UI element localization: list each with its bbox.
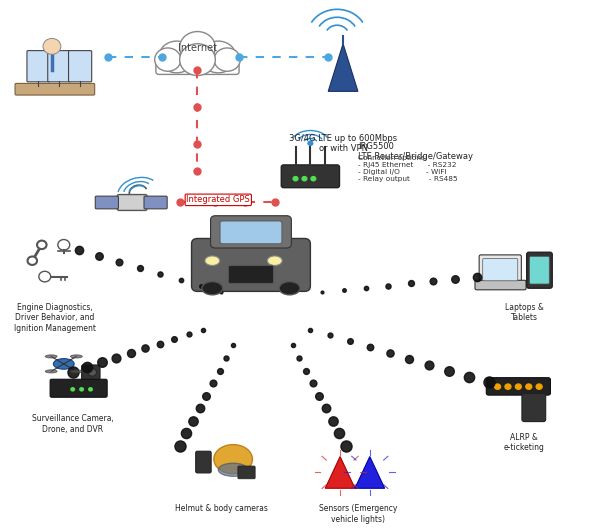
- Text: IRG5500
LTE Router/Bridge/Gateway: IRG5500 LTE Router/Bridge/Gateway: [358, 142, 473, 161]
- Ellipse shape: [70, 370, 82, 373]
- FancyBboxPatch shape: [530, 256, 549, 284]
- FancyBboxPatch shape: [96, 196, 118, 209]
- Circle shape: [39, 271, 51, 282]
- Text: Helmut & body cameras: Helmut & body cameras: [175, 504, 267, 513]
- Polygon shape: [328, 44, 358, 92]
- FancyBboxPatch shape: [487, 378, 550, 395]
- FancyBboxPatch shape: [479, 255, 521, 284]
- FancyBboxPatch shape: [156, 54, 239, 74]
- Text: 3G/4G LTE up to 600Mbps
or with VPN: 3G/4G LTE up to 600Mbps or with VPN: [289, 134, 397, 153]
- FancyBboxPatch shape: [192, 238, 310, 292]
- Circle shape: [515, 384, 521, 389]
- FancyBboxPatch shape: [27, 51, 50, 82]
- FancyBboxPatch shape: [475, 280, 526, 290]
- Ellipse shape: [279, 281, 300, 295]
- Circle shape: [80, 388, 84, 391]
- Ellipse shape: [53, 359, 74, 369]
- Ellipse shape: [219, 463, 248, 476]
- Circle shape: [27, 256, 37, 265]
- FancyBboxPatch shape: [117, 195, 147, 211]
- Circle shape: [293, 177, 298, 181]
- Circle shape: [214, 48, 240, 71]
- FancyBboxPatch shape: [196, 451, 211, 473]
- Ellipse shape: [205, 256, 220, 265]
- Circle shape: [311, 177, 316, 181]
- FancyBboxPatch shape: [15, 84, 95, 95]
- Circle shape: [201, 41, 236, 73]
- Text: ALRP &
e-ticketing: ALRP & e-ticketing: [504, 433, 544, 452]
- Circle shape: [536, 384, 542, 389]
- Circle shape: [302, 177, 307, 181]
- FancyBboxPatch shape: [483, 259, 518, 281]
- Text: Internet: Internet: [178, 43, 217, 53]
- Text: Engine Diagnostics,
Driver Behavior, and
Ignition Management: Engine Diagnostics, Driver Behavior, and…: [14, 303, 96, 333]
- Circle shape: [89, 388, 93, 391]
- Ellipse shape: [267, 256, 282, 265]
- FancyBboxPatch shape: [48, 51, 71, 82]
- Circle shape: [155, 48, 181, 71]
- Circle shape: [58, 239, 70, 250]
- FancyBboxPatch shape: [220, 221, 282, 244]
- FancyBboxPatch shape: [522, 394, 546, 421]
- Ellipse shape: [45, 355, 57, 358]
- Circle shape: [526, 384, 532, 389]
- Circle shape: [180, 31, 216, 63]
- Polygon shape: [355, 456, 384, 488]
- Circle shape: [88, 369, 97, 376]
- Text: Laptops &
Tablets: Laptops & Tablets: [505, 303, 544, 322]
- Text: Sensors (Emergency
vehicle lights): Sensors (Emergency vehicle lights): [319, 504, 397, 523]
- Circle shape: [308, 141, 313, 145]
- Text: Integrated GPS: Integrated GPS: [186, 195, 250, 204]
- Circle shape: [180, 44, 216, 76]
- Circle shape: [159, 41, 195, 73]
- Ellipse shape: [214, 445, 253, 473]
- FancyBboxPatch shape: [229, 265, 273, 284]
- FancyBboxPatch shape: [211, 215, 291, 248]
- Text: Surveillance Camera,
Drone, and DVR: Surveillance Camera, Drone, and DVR: [32, 414, 113, 434]
- Ellipse shape: [70, 355, 82, 358]
- Polygon shape: [325, 456, 355, 488]
- Ellipse shape: [202, 281, 223, 295]
- FancyBboxPatch shape: [144, 196, 167, 209]
- FancyBboxPatch shape: [69, 51, 92, 82]
- Circle shape: [37, 240, 47, 249]
- FancyBboxPatch shape: [238, 466, 255, 479]
- FancyBboxPatch shape: [50, 379, 107, 397]
- Ellipse shape: [45, 370, 57, 373]
- Text: Connetion options:
- RJ45 Ethernet      - RS232
- Digital I/O           - WiFI
-: Connetion options: - RJ45 Ethernet - RS2…: [358, 155, 457, 182]
- FancyBboxPatch shape: [281, 165, 340, 188]
- Circle shape: [43, 38, 61, 54]
- Circle shape: [505, 384, 511, 389]
- Circle shape: [71, 388, 75, 391]
- Circle shape: [494, 384, 500, 389]
- FancyBboxPatch shape: [82, 365, 100, 380]
- FancyBboxPatch shape: [527, 252, 552, 288]
